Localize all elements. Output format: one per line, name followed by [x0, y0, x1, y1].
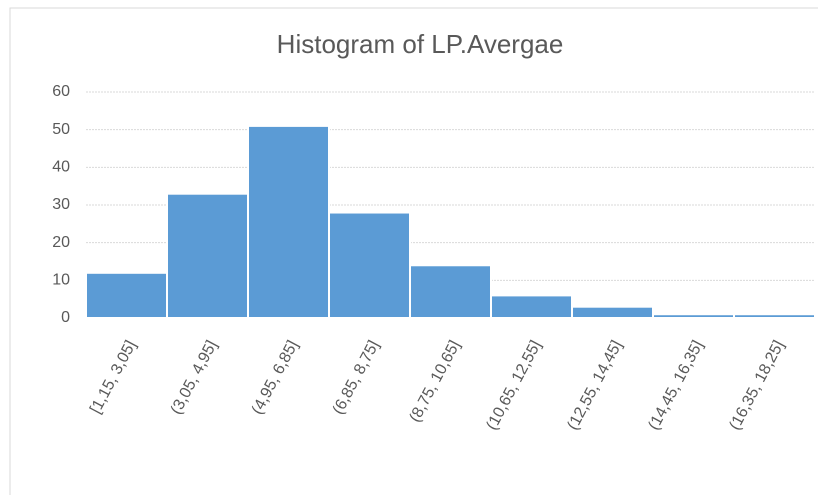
bar [85, 271, 168, 319]
bar [328, 211, 411, 320]
y-tick-label: 10 [52, 272, 70, 289]
bar [733, 313, 816, 320]
y-tick-label: 60 [52, 83, 70, 100]
bar [571, 305, 654, 320]
bar [247, 124, 330, 320]
chart-frame [9, 7, 818, 495]
bar [490, 294, 573, 319]
bar [409, 264, 492, 319]
y-tick-label: 40 [52, 159, 70, 176]
y-tick-label: 50 [52, 121, 70, 138]
y-tick-label: 20 [52, 234, 70, 251]
y-tick-label: 0 [61, 309, 70, 326]
bar [652, 313, 735, 320]
y-tick-label: 30 [52, 196, 70, 213]
bar [166, 192, 249, 319]
chart-title: Histogram of LP.Avergae [277, 29, 564, 59]
